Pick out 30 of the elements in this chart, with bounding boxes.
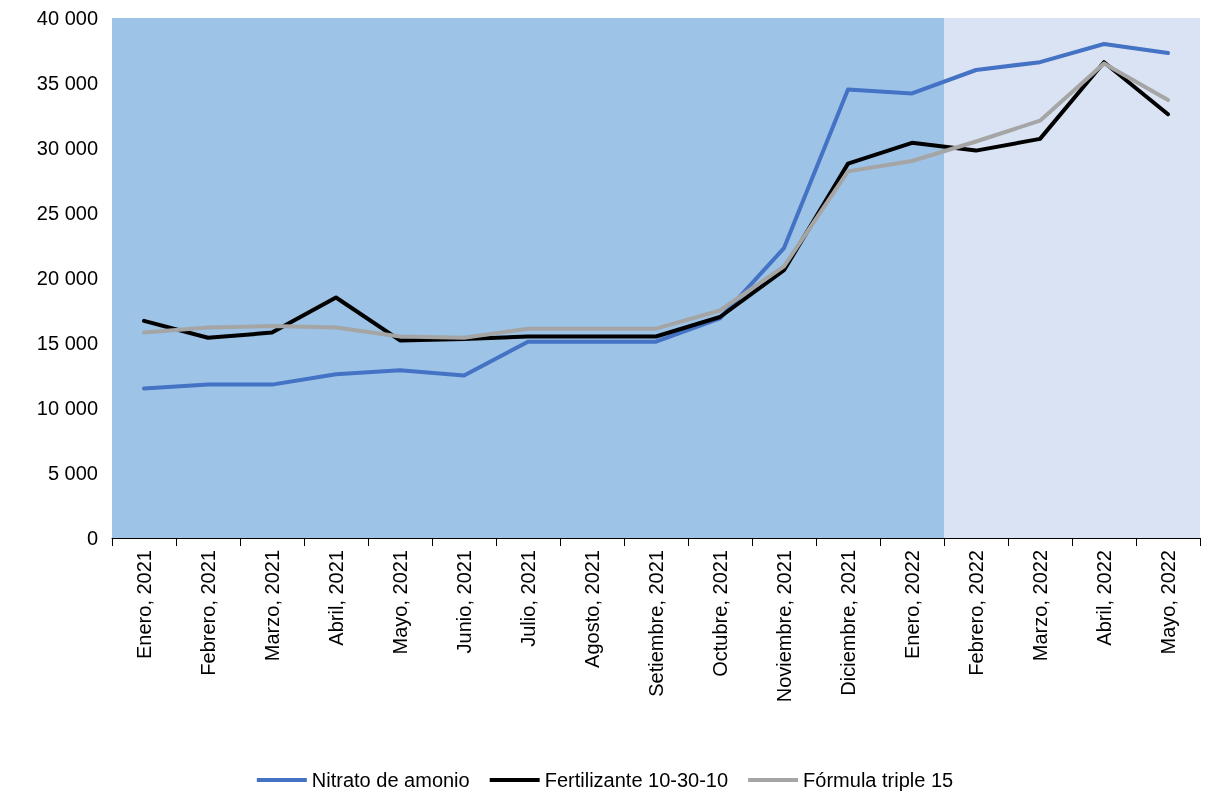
y-tick-label: 20 000: [36, 267, 98, 289]
x-tick-label: Octubre, 2021: [709, 550, 731, 677]
line-series: [142, 42, 1170, 391]
x-tick-label: Enero, 2021: [133, 550, 155, 659]
x-tick-label: Setiembre, 2021: [645, 550, 667, 697]
x-tick-label: Febrero, 2021: [197, 550, 219, 676]
x-tick-label: Noviembre, 2021: [773, 550, 795, 703]
y-tick-label: 5 000: [47, 462, 98, 484]
legend-label: Nitrato de amonio: [311, 769, 470, 791]
x-tick-label: Agosto, 2021: [581, 550, 603, 668]
y-tick-label: 0: [86, 527, 98, 549]
x-tick-label: Junio, 2021: [453, 550, 475, 654]
legend-label: Fórmula triple 15: [803, 769, 954, 791]
y-tick-label: 25 000: [36, 202, 98, 224]
y-tick-label: 35 000: [36, 72, 98, 94]
x-tick-label: Mayo, 2021: [389, 550, 411, 655]
y-tick-label: 40 000: [36, 7, 98, 29]
x-tick-label: Mayo, 2022: [1157, 550, 1179, 655]
x-tick-label: Abril, 2022: [1093, 550, 1115, 646]
y-tick-label: 10 000: [36, 397, 98, 419]
x-tick-label: Julio, 2021: [517, 550, 539, 647]
x-tick-label: Diciembre, 2021: [837, 550, 859, 696]
y-tick-label: 15 000: [36, 332, 98, 354]
legend-label: Fertilizante 10-30-10: [544, 769, 729, 791]
x-tick-label: Marzo, 2021: [261, 550, 283, 662]
x-tick-label: Marzo, 2022: [1029, 550, 1051, 662]
x-tick-label: Abril, 2021: [325, 550, 347, 646]
x-tick-label: Enero, 2022: [901, 550, 923, 659]
x-tick-label: Febrero, 2022: [965, 550, 987, 676]
y-tick-label: 30 000: [36, 137, 98, 159]
